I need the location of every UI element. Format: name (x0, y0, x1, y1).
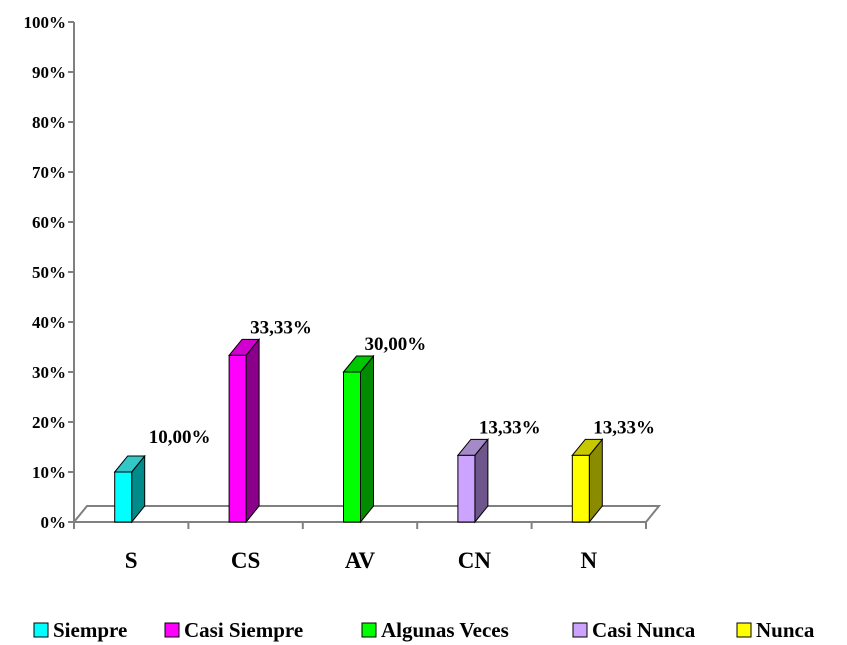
bar-av (342, 354, 375, 524)
y-tick-label: 100% (24, 13, 67, 32)
y-tick-label: 30% (32, 363, 66, 382)
y-tick-label: 40% (32, 313, 66, 332)
axes: 0% 10% 20% 30% 40% 50% 60% 70% 80% 90% 100% S CS AV CN… (24, 13, 662, 573)
legend-label: Siempre (53, 618, 127, 642)
bar-side (360, 354, 374, 524)
bar-cn (456, 437, 489, 524)
x-tick-label: CS (231, 548, 260, 573)
y-tick-label: 70% (32, 163, 66, 182)
legend-swatch (164, 622, 180, 638)
y-tick-label: 0% (41, 513, 67, 532)
legend-swatch (572, 622, 588, 638)
bar-front (114, 471, 133, 523)
legend-swatch (361, 622, 377, 638)
data-label: 13,33% (479, 417, 541, 438)
x-tick-label: S (125, 548, 138, 573)
bar-front (457, 454, 476, 523)
y-tick-label: 80% (32, 113, 66, 132)
legend-swatch (33, 622, 49, 638)
legend: Siempre Casi Siempre Algunas Veces Casi Nun… (33, 618, 815, 642)
legend-label: Casi Siempre (184, 618, 303, 642)
data-label: 13,33% (593, 417, 655, 438)
data-label: 30,00% (365, 334, 427, 355)
bar-front (343, 371, 361, 523)
x-tick-label: AV (345, 548, 376, 573)
bar-n (571, 437, 604, 524)
legend-item: Casi Nunca (572, 618, 696, 642)
bar-front (228, 354, 247, 523)
legend-label: Casi Nunca (592, 618, 696, 642)
x-tick-label: N (580, 548, 597, 573)
data-label: 33,33% (250, 317, 312, 338)
bar-front (571, 454, 590, 523)
legend-label: Nunca (756, 618, 815, 642)
bar-cs (228, 337, 261, 524)
data-label: 10,00% (149, 427, 211, 448)
bars (113, 337, 604, 524)
bar-side (245, 337, 260, 524)
y-tick-label: 10% (32, 463, 66, 482)
legend-swatch (736, 622, 752, 638)
y-tick-label: 50% (32, 263, 66, 282)
y-tick-label: 20% (32, 413, 66, 432)
x-tick-label: CN (458, 548, 492, 573)
y-tick-label: 60% (32, 213, 66, 232)
data-labels: 10,00% 33,33% 30,00% 13,33% 13,33% (149, 317, 655, 448)
bar-s (113, 454, 146, 524)
legend-label: Algunas Veces (381, 618, 509, 642)
legend-item: Nunca (736, 618, 815, 642)
y-tick-label: 90% (32, 63, 66, 82)
legend-item: Casi Siempre (164, 618, 303, 642)
legend-item: Siempre (33, 618, 127, 642)
legend-item: Algunas Veces (361, 618, 509, 642)
